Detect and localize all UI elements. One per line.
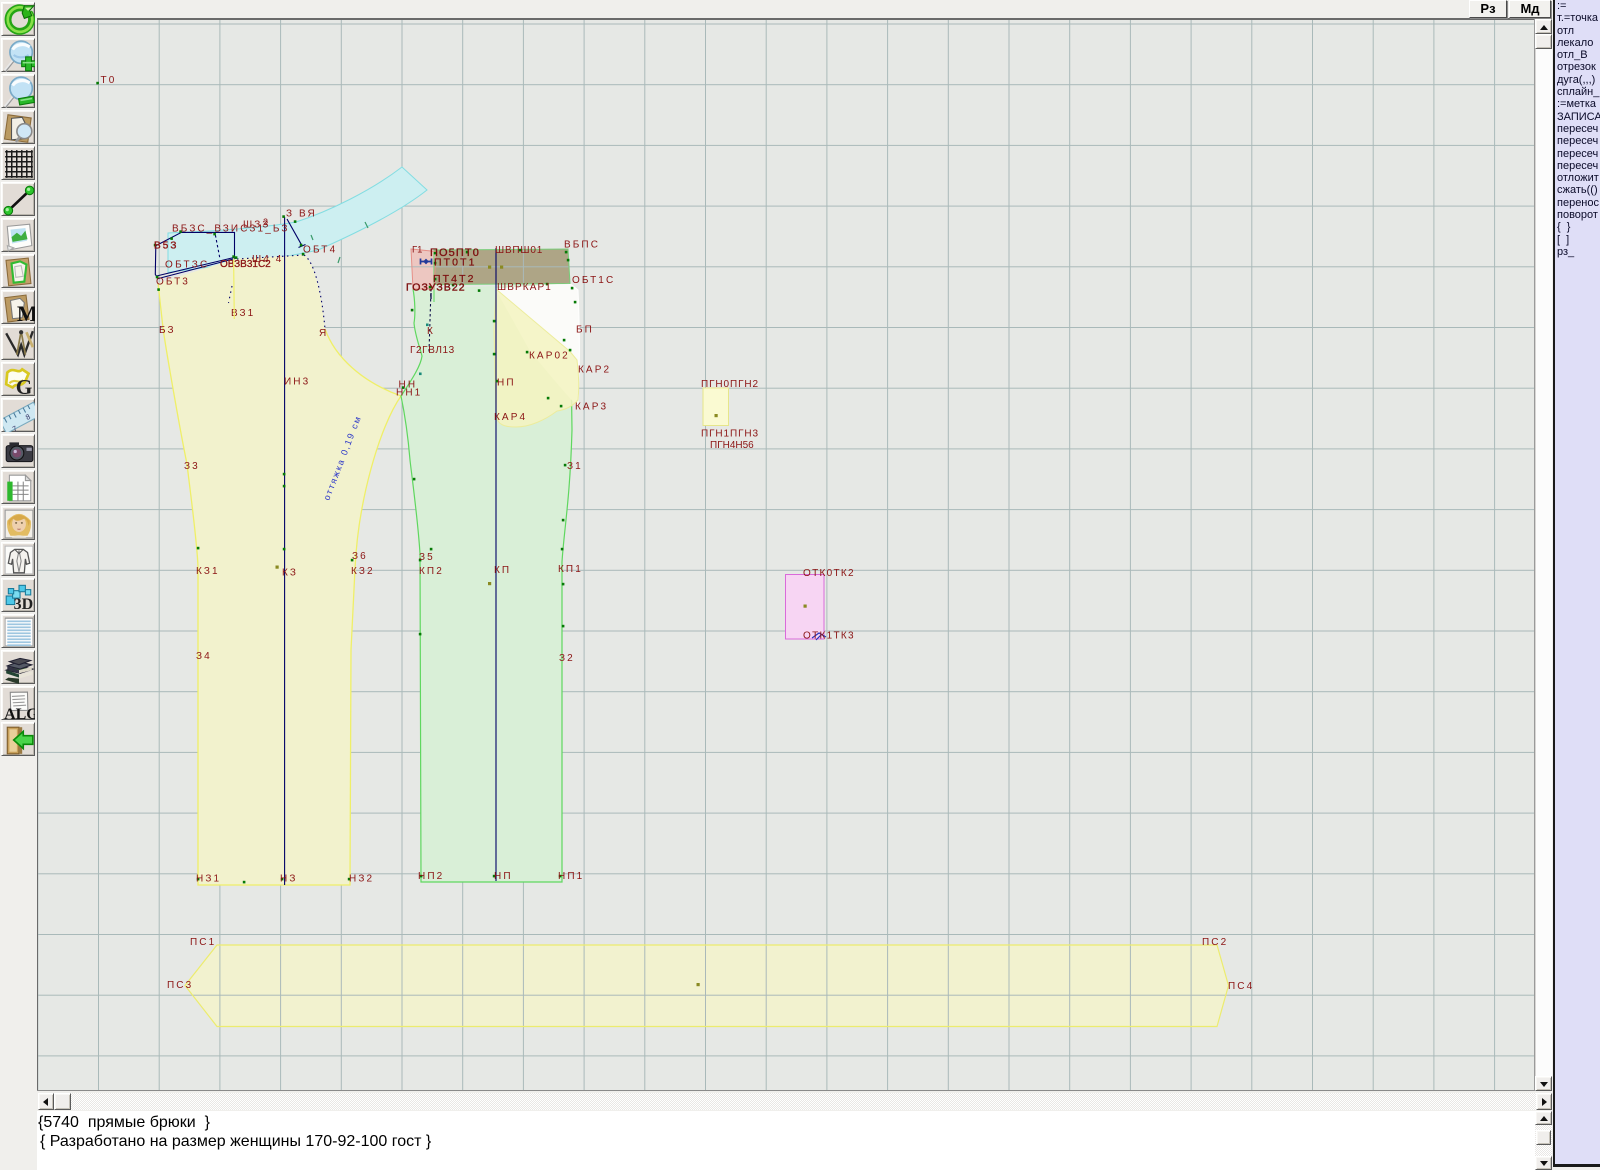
svg-text:НП: НП xyxy=(497,378,516,389)
svg-text:3D: 3D xyxy=(14,596,34,612)
svg-text:НП2: НП2 xyxy=(418,871,444,882)
svg-text:БП: БП xyxy=(576,325,594,336)
svg-text:7: 7 xyxy=(11,424,19,432)
svg-text:Я: Я xyxy=(319,328,328,339)
svg-text:ВБПС: ВБПС xyxy=(564,240,600,251)
svg-text:ОВЗВ31С2: ОВЗВ31С2 xyxy=(220,259,271,270)
svg-text:ШВРКАР1: ШВРКАР1 xyxy=(497,282,552,293)
svg-text:КАР2: КАР2 xyxy=(578,365,611,376)
svg-text:ОБТ4: ОБТ4 xyxy=(303,245,337,256)
svg-text:M: M xyxy=(17,301,35,324)
svg-text:ПТ4Т2: ПТ4Т2 xyxy=(433,273,476,285)
svg-text:ПС3: ПС3 xyxy=(167,980,193,991)
svg-text:З2: З2 xyxy=(559,653,575,664)
svg-text:З3: З3 xyxy=(184,461,200,472)
svg-text:З6: З6 xyxy=(352,551,368,562)
svg-text:Т0: Т0 xyxy=(101,75,117,86)
svg-text:КЗ: КЗ xyxy=(282,568,298,579)
svg-text:З4: З4 xyxy=(196,651,212,662)
svg-text:НН: НН xyxy=(399,380,418,391)
svg-text:ОБТ1С: ОБТ1С xyxy=(572,275,615,286)
svg-text:ИН3: ИН3 xyxy=(284,377,310,388)
svg-text:В5З: В5З xyxy=(154,241,179,252)
svg-text:НП: НП xyxy=(494,871,513,882)
svg-text:НЗ: НЗ xyxy=(280,874,297,885)
svg-text:ПГН0ПГН2: ПГН0ПГН2 xyxy=(701,379,759,390)
svg-text:З ВЯ: З ВЯ xyxy=(286,209,317,220)
svg-text:ПО5ПТ0: ПО5ПТ0 xyxy=(430,247,480,259)
svg-text:ОБТ3: ОБТ3 xyxy=(156,277,190,288)
svg-text:НП1: НП1 xyxy=(558,871,584,882)
svg-text:ШЗЗ: ШЗЗ xyxy=(243,220,271,231)
svg-text:З5: З5 xyxy=(419,552,435,563)
svg-text:КАР3: КАР3 xyxy=(575,402,608,413)
svg-text:КЗ1: КЗ1 xyxy=(196,566,220,577)
svg-text:ОБТЗС: ОБТЗС xyxy=(165,260,210,271)
svg-text:Г2ГВЛ13: Г2ГВЛ13 xyxy=(410,345,455,356)
svg-text:ALG: ALG xyxy=(4,706,35,720)
svg-text:8: 8 xyxy=(24,412,32,422)
svg-text:ПС4: ПС4 xyxy=(1228,981,1254,992)
svg-text:ШВПШ01: ШВПШ01 xyxy=(495,245,543,256)
svg-text:ПС2: ПС2 xyxy=(1202,937,1228,948)
svg-text:Ш4 4: Ш4 4 xyxy=(252,254,283,265)
svg-text:G: G xyxy=(16,375,33,396)
svg-text:ПТ0Т1: ПТ0Т1 xyxy=(434,257,477,269)
svg-text:ПГН4Н56: ПГН4Н56 xyxy=(710,440,754,451)
svg-text:ПС1: ПС1 xyxy=(190,937,216,948)
svg-text:ПГН1ПГН3: ПГН1ПГН3 xyxy=(701,429,759,440)
svg-text:КП1: КП1 xyxy=(558,564,583,575)
svg-text:Г1: Г1 xyxy=(412,245,422,256)
svg-text:НЗ1: НЗ1 xyxy=(196,874,221,885)
svg-text:КП2: КП2 xyxy=(419,566,444,577)
svg-text:ГОЗУЗВ22: ГОЗУЗВ22 xyxy=(406,282,466,294)
svg-text:ОТК1ТК3: ОТК1ТК3 xyxy=(803,631,855,642)
svg-text:ВБЗС_ВЗИСЗ1_ЬЗ: ВБЗС_ВЗИСЗ1_ЬЗ xyxy=(172,224,290,235)
svg-text:КАР02: КАР02 xyxy=(529,351,570,362)
svg-text:КП: КП xyxy=(494,565,511,576)
svg-text:2: 2 xyxy=(263,217,270,227)
svg-text:КЗ2: КЗ2 xyxy=(351,566,375,577)
svg-text:БЗ: БЗ xyxy=(159,325,176,336)
svg-text:ВЗ1: ВЗ1 xyxy=(231,308,255,319)
svg-text:НЗ2: НЗ2 xyxy=(349,874,374,885)
svg-text:КАР4: КАР4 xyxy=(494,412,527,423)
svg-text:К: К xyxy=(427,326,435,337)
svg-text:ОТК0ТК2: ОТК0ТК2 xyxy=(803,568,855,579)
svg-text:З1: З1 xyxy=(567,461,583,472)
svg-text:НН1: НН1 xyxy=(396,388,422,399)
